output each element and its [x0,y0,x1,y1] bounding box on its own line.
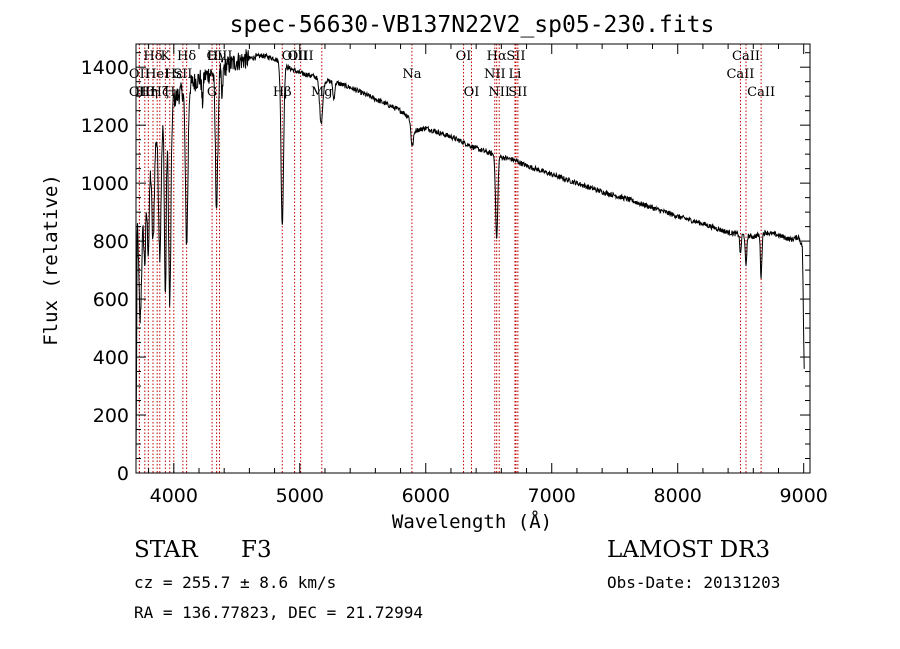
redshift-cz: cz = 255.7 ± 8.6 km/s [134,573,337,592]
line-marker-label-13: Hγ [207,49,226,64]
y-tick-label-1400: 1400 [81,57,129,79]
y-tick-label-200: 200 [93,405,129,427]
line-marker-label-5: HeI [145,67,169,82]
line-marker-label-20: OI [456,49,472,64]
line-marker-label-23: Hα [487,49,507,64]
line-marker-label-24: NII [488,85,510,100]
line-marker-label-22: NII [484,67,506,82]
spectrum-line [136,49,805,462]
line-marker-label-25: Li [509,67,522,82]
y-tick-label-0: 0 [117,463,129,485]
line-marker-label-0: OII [129,67,150,82]
line-marker-label-10: SII [173,67,192,82]
object-class: STAR [134,537,198,563]
line-markers: OIIOIIHθHηHδHeIHζKHHεSIIHδGHγOIIIHβOIIIO… [129,44,775,473]
x-axis-label: Wavelength (Å) [392,510,552,533]
y-tick-label-1200: 1200 [81,115,129,137]
line-marker-label-18: Mg [311,85,333,100]
line-marker-label-30: CaII [747,85,775,100]
line-marker-label-19: Na [402,67,421,82]
y-tick-label-400: 400 [93,347,129,369]
ra-dec-coordinates: RA = 136.77823, DEC = 21.72994 [134,603,423,622]
spectrum-layer [136,49,805,462]
line-marker-label-29: CaII [732,49,760,64]
line-marker-label-9: Hε [165,67,183,82]
line-marker-label-14: OIII [206,49,232,64]
x-tick-label-4000: 4000 [150,485,198,507]
y-tick-label-800: 800 [93,231,129,253]
line-marker-label-3: Hη [139,85,158,100]
survey-name: LAMOST DR3 [607,537,771,563]
line-marker-label-28: CaII [726,67,754,82]
line-marker-label-8: H [164,85,175,100]
y-axis-label: Flux (relative) [40,174,62,346]
plot-frame [135,43,811,474]
line-marker-label-15: Hβ [273,85,292,100]
x-tick-label-8000: 8000 [654,485,702,507]
line-marker-label-17: OIII [288,49,314,64]
line-marker-label-7: K [160,49,170,64]
line-marker-label-11: Hδ [177,49,196,64]
line-marker-label-6: Hζ [151,85,169,100]
chart-title: spec-56630-VB137N22V2_sp05-230.fits [230,12,715,38]
x-tick-label-7000: 7000 [528,485,576,507]
x-tick-label-9000: 9000 [780,485,828,507]
line-marker-label-1: OII [129,85,150,100]
line-marker-label-26: SII [506,49,525,64]
plot-axes: 4000 5000 6000 7000 8000 9000 0 200 400 600 800 100… [81,43,828,507]
line-marker-label-4: Hδ [143,49,162,64]
line-marker-label-27: SII [508,85,527,100]
y-tick-label-600: 600 [93,289,129,311]
observation-date: Obs-Date: 20131203 [607,573,781,592]
object-subclass: F3 [241,537,272,563]
y-tick-label-1000: 1000 [81,173,129,195]
line-marker-label-21: OI [464,85,480,100]
x-tick-label-5000: 5000 [276,485,324,507]
x-tick-label-6000: 6000 [402,485,450,507]
line-marker-label-16: OIII [282,49,308,64]
line-marker-label-12: G [207,85,217,100]
